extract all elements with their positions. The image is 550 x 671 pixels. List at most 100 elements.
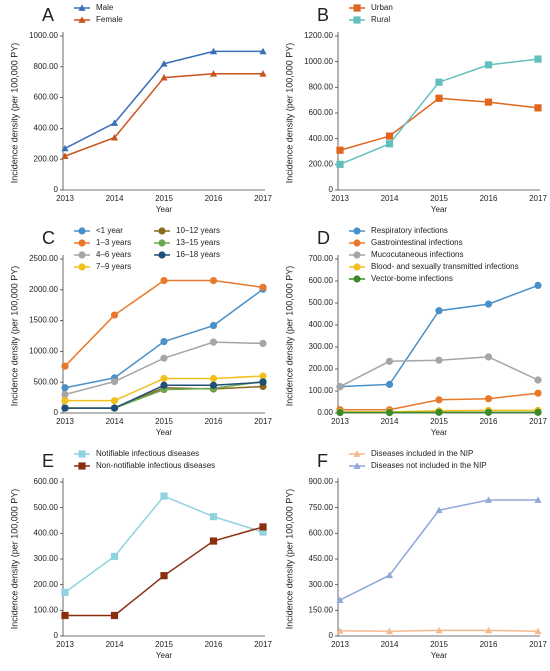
marker (435, 78, 443, 86)
y-tick-label: 150.00 (309, 605, 334, 614)
marker (61, 390, 69, 399)
y-tick-label: 1000.00 (29, 347, 58, 356)
marker (385, 627, 394, 635)
legend-marker (78, 450, 86, 458)
marker (61, 144, 69, 152)
marker (61, 588, 69, 596)
y-tick-label: 0 (329, 631, 334, 640)
marker (534, 408, 542, 416)
series-line (64, 72, 263, 157)
legend-label: Diseases not included in the NIP (371, 461, 487, 470)
legend-label: Mucocutaneous infections (371, 250, 464, 259)
y-tick-label: 2500.00 (29, 254, 58, 263)
y-tick-label: 0 (54, 185, 59, 194)
y-axis-title: Incidence density (per 100,000 PY) (284, 489, 294, 630)
y-tick-label: 1000.00 (304, 57, 333, 66)
legend-marker (353, 16, 361, 24)
y-tick-label: 0 (54, 408, 59, 417)
marker (484, 496, 493, 503)
legend-marker (78, 263, 86, 271)
marker (110, 119, 119, 126)
x-tick-label: 2014 (106, 640, 124, 649)
marker (61, 611, 69, 620)
marker (160, 276, 168, 285)
legend-marker (353, 275, 361, 283)
y-tick-label: 700.00 (309, 254, 334, 263)
marker (160, 60, 168, 67)
legend-label: Female (96, 15, 123, 24)
x-axis-title: Year (156, 651, 173, 660)
x-tick-label: 2013 (331, 640, 349, 649)
marker (534, 55, 542, 63)
x-tick-label: 2017 (529, 417, 547, 426)
legend-label: 10–12 years (176, 226, 220, 235)
legend-label: 4–6 years (96, 250, 131, 259)
legend-marker (158, 227, 166, 235)
legend-label: 16–18 years (176, 250, 220, 259)
marker (336, 408, 344, 417)
legend-label: Diseases included in the NIP (371, 449, 473, 458)
x-tick-label: 2017 (529, 194, 547, 203)
marker (209, 276, 218, 285)
y-tick-label: 600.00 (309, 108, 334, 117)
marker (435, 356, 443, 364)
panel-letter: B (317, 5, 329, 25)
y-tick-label: 1500.00 (29, 316, 58, 325)
legend-marker (353, 4, 361, 12)
legend-marker (353, 227, 361, 235)
legend-marker (353, 251, 361, 259)
legend-label: Respiratory infections (371, 226, 448, 235)
x-tick-label: 2014 (381, 417, 399, 426)
legend-marker (78, 4, 86, 11)
x-tick-label: 2015 (155, 194, 173, 203)
x-tick-label: 2014 (381, 194, 399, 203)
marker (259, 528, 267, 536)
marker (435, 307, 443, 315)
marker (209, 374, 218, 383)
panel-letter: C (42, 228, 55, 248)
x-tick-label: 2013 (56, 417, 74, 426)
y-tick-label: 100.00 (34, 605, 59, 614)
x-tick-label: 2013 (56, 640, 74, 649)
y-axis-title: Incidence density (per 100,000 PY) (284, 266, 294, 407)
marker (385, 408, 394, 417)
legend-label: 13–15 years (176, 238, 220, 247)
legend-label: 1–3 years (96, 238, 131, 247)
marker (385, 571, 394, 579)
y-tick-label: 0 (54, 631, 59, 640)
panel: C 0 500.00 1000.00 1500.00 2000.00 2500.00 2013… (9, 226, 272, 437)
marker (336, 627, 344, 634)
x-tick-label: 2015 (430, 640, 448, 649)
marker (385, 380, 394, 388)
panel-letter: A (42, 5, 54, 25)
legend-label: Vector-borne infections (371, 274, 453, 283)
y-tick-label: 400.00 (309, 134, 334, 143)
x-axis-title: Year (156, 428, 173, 437)
x-tick-label: 2014 (106, 417, 124, 426)
series-line (339, 97, 539, 151)
marker (534, 496, 542, 503)
marker (534, 281, 542, 289)
marker (209, 70, 218, 77)
marker (259, 283, 267, 291)
marker (160, 354, 168, 362)
marker (110, 611, 119, 620)
y-axis-title: Incidence density (per 100,000 PY) (9, 266, 19, 407)
marker (160, 337, 168, 346)
marker (160, 73, 168, 81)
y-tick-label: 500.00 (34, 503, 59, 512)
marker (385, 132, 394, 140)
x-tick-label: 2017 (254, 640, 272, 649)
x-tick-label: 2017 (254, 417, 272, 426)
legend-label: Gastrointestinal infections (371, 238, 463, 247)
marker (61, 362, 69, 370)
legend-marker (78, 462, 86, 470)
marker (110, 311, 119, 319)
marker (484, 300, 493, 308)
y-tick-label: 200.00 (309, 159, 334, 168)
marker (160, 374, 168, 383)
marker (534, 627, 542, 635)
x-tick-label: 2015 (155, 640, 173, 649)
legend-marker (353, 239, 361, 247)
